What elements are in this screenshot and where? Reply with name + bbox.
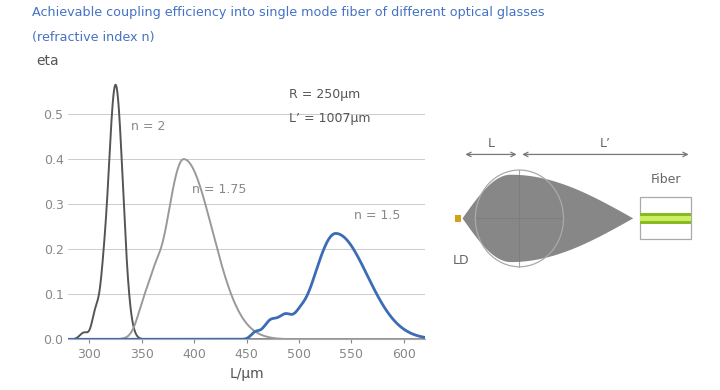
Text: LD: LD: [453, 254, 469, 267]
Text: n = 1.75: n = 1.75: [192, 183, 246, 196]
Text: L: L: [487, 136, 495, 150]
Text: L’ = 1007µm: L’ = 1007µm: [289, 112, 371, 125]
Text: Achievable coupling efficiency into single mode fiber of different optical glass: Achievable coupling efficiency into sing…: [32, 6, 545, 19]
Text: L’: L’: [600, 136, 611, 150]
Bar: [640, 213, 691, 224]
Text: Fiber: Fiber: [651, 173, 681, 186]
X-axis label: L/μm: L/μm: [229, 367, 264, 381]
Polygon shape: [462, 175, 633, 262]
Text: R = 250µm: R = 250µm: [289, 89, 361, 101]
Text: eta: eta: [36, 53, 59, 67]
Bar: [640, 197, 691, 239]
Text: n = 2: n = 2: [131, 120, 166, 133]
Text: (refractive index n): (refractive index n): [32, 31, 155, 44]
Bar: [640, 216, 691, 221]
Bar: [455, 215, 462, 222]
Text: n = 1.5: n = 1.5: [354, 209, 400, 222]
